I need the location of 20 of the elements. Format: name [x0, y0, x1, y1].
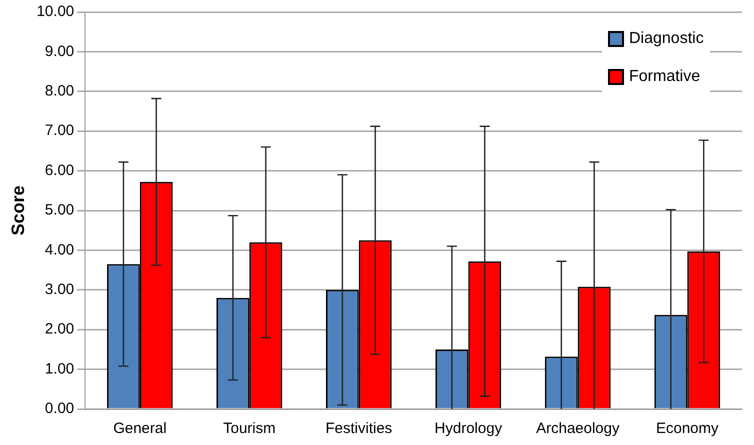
x-tick-label: Archaeology: [536, 420, 620, 438]
legend-label: Formative: [629, 67, 700, 87]
y-tick-label: 5.00: [44, 202, 74, 219]
legend-label: Diagnostic: [629, 29, 704, 49]
y-tick-label: 0.00: [44, 400, 74, 418]
y-tick-label: 1.00: [44, 360, 74, 378]
y-axis-title: Score: [8, 185, 28, 236]
y-tick-label: 8.00: [44, 82, 74, 100]
y-tick-label: 9.00: [44, 42, 74, 60]
y-tick-label: 10.00: [36, 3, 74, 20]
x-tick-label: Economy: [656, 420, 720, 438]
y-tick-label: 6.00: [44, 162, 74, 179]
x-tick-label: Hydrology: [434, 420, 503, 438]
x-tick-label: General: [113, 420, 167, 438]
x-tick-label: Tourism: [223, 420, 276, 438]
y-tick-label: 3.00: [44, 281, 74, 298]
x-tick-label: Festivities: [325, 420, 392, 438]
y-tick-label: 7.00: [44, 122, 74, 140]
y-tick-label: 2.00: [44, 320, 74, 338]
y-tick-label: 4.00: [44, 241, 74, 258]
